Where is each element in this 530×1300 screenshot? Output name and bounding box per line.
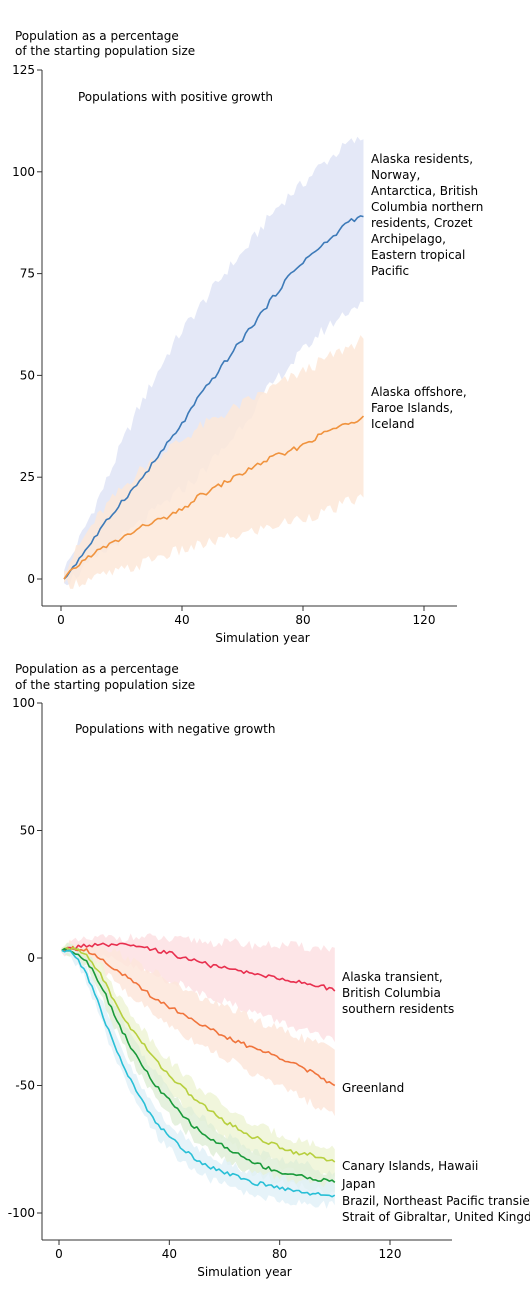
series-line [61,948,336,1184]
y-tick-label: 25 [20,470,35,484]
series-label-line: Alaska residents, [371,152,473,166]
series-label-line: southern residents [342,1002,454,1016]
confidence-band [61,939,335,1117]
series-label-line: Alaska transient, [342,970,443,984]
confidence-band [64,335,364,589]
x-tick-label: 40 [162,1247,177,1261]
x-tick-label: 80 [295,613,310,627]
y-axis-label-line-2: of the starting population size [15,678,195,692]
series-line [61,945,336,1087]
series-label-line: Norway, [371,168,420,182]
x-tick-label: 40 [174,613,189,627]
y-tick-label: 100 [12,165,35,179]
confidence-band [61,947,335,1209]
series-label: Brazil, Northeast Pacific transient, Stra… [342,1194,530,1224]
x-tick-label: 0 [57,613,65,627]
series-label-line: Archipelago, [371,232,446,246]
y-axis-label-line-1: Population as a percentage [15,662,179,676]
series-label-line: Greenland [342,1081,404,1095]
y-tick-label: -50 [15,1079,35,1093]
series-label-line: Pacific [371,264,409,278]
series-label: Alaska offshore, Faroe Islands, Iceland [371,385,467,431]
series-label: Alaska transient, British Columbia souther… [342,970,454,1016]
y-tick-label: 100 [12,696,35,710]
series-line [61,949,336,1198]
x-tick-label: 120 [413,613,436,627]
y-axis-label-line-2: of the starting population size [15,44,195,58]
y-axis-label-line-1: Population as a percentage [15,29,179,43]
series-label-line: Faroe Islands, [371,401,453,415]
series-label-line: residents, Crozet [371,216,473,230]
series-label-line: Iceland [371,417,414,431]
series-label: Greenland [342,1081,404,1095]
chart-panel-2: Population as a percentage of the startin… [8,662,530,1279]
series-label-line: British Columbia [342,986,441,1000]
x-axis-title: Simulation year [197,1265,292,1279]
y-tick-label: 125 [12,63,35,77]
series-label-line: Japan [341,1177,375,1191]
series-line [63,215,364,580]
series-label-line: Strait of Gibraltar, United Kingdom [342,1210,530,1224]
panel-title: Populations with negative growth [75,722,275,736]
panel-title: Populations with positive growth [78,90,273,104]
y-tick-label: 0 [27,951,35,965]
x-tick-label: 80 [272,1247,287,1261]
confidence-band [61,942,335,1180]
y-tick-label: 50 [20,824,35,838]
series-label-line: Eastern tropical [371,248,465,262]
x-tick-label: 120 [379,1247,402,1261]
series-label: Canary Islands, Hawaii [342,1159,478,1173]
confidence-band [61,942,335,1196]
y-tick-label: 50 [20,368,35,382]
x-tick-label: 0 [55,1247,63,1261]
x-axis-title: Simulation year [215,631,310,645]
series-label-line: Columbia northern [371,200,483,214]
series-line [61,947,336,1163]
y-tick-label: 75 [20,267,35,281]
y-tick-label: 0 [27,572,35,586]
series-label-line: Alaska offshore, [371,385,467,399]
series-line [61,942,336,992]
series-label: Japan [341,1177,375,1191]
series-label-line: Antarctica, British [371,184,478,198]
y-tick-label: -100 [8,1206,35,1220]
series-label-line: Canary Islands, Hawaii [342,1159,478,1173]
series-label-line: Brazil, Northeast Pacific transient, [342,1194,530,1208]
series-line [63,415,365,580]
confidence-band [61,933,335,1043]
series-label: Alaska residents, Norway, Antarctica, Brit… [371,152,483,278]
